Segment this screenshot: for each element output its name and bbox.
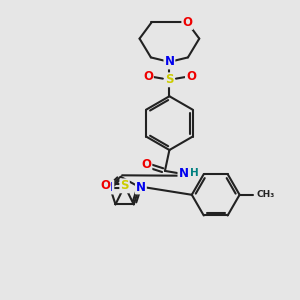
Text: N: N xyxy=(164,56,174,68)
Text: O: O xyxy=(141,158,152,171)
Text: O: O xyxy=(143,70,153,83)
Text: N: N xyxy=(103,181,113,194)
Text: S: S xyxy=(165,73,174,86)
Text: CH₃: CH₃ xyxy=(257,190,275,199)
Text: N: N xyxy=(136,181,146,194)
Text: S: S xyxy=(120,179,129,192)
Text: N: N xyxy=(178,167,188,180)
Text: O: O xyxy=(186,70,196,83)
Text: H: H xyxy=(190,168,199,178)
Text: O: O xyxy=(100,179,110,192)
Text: O: O xyxy=(182,16,192,29)
